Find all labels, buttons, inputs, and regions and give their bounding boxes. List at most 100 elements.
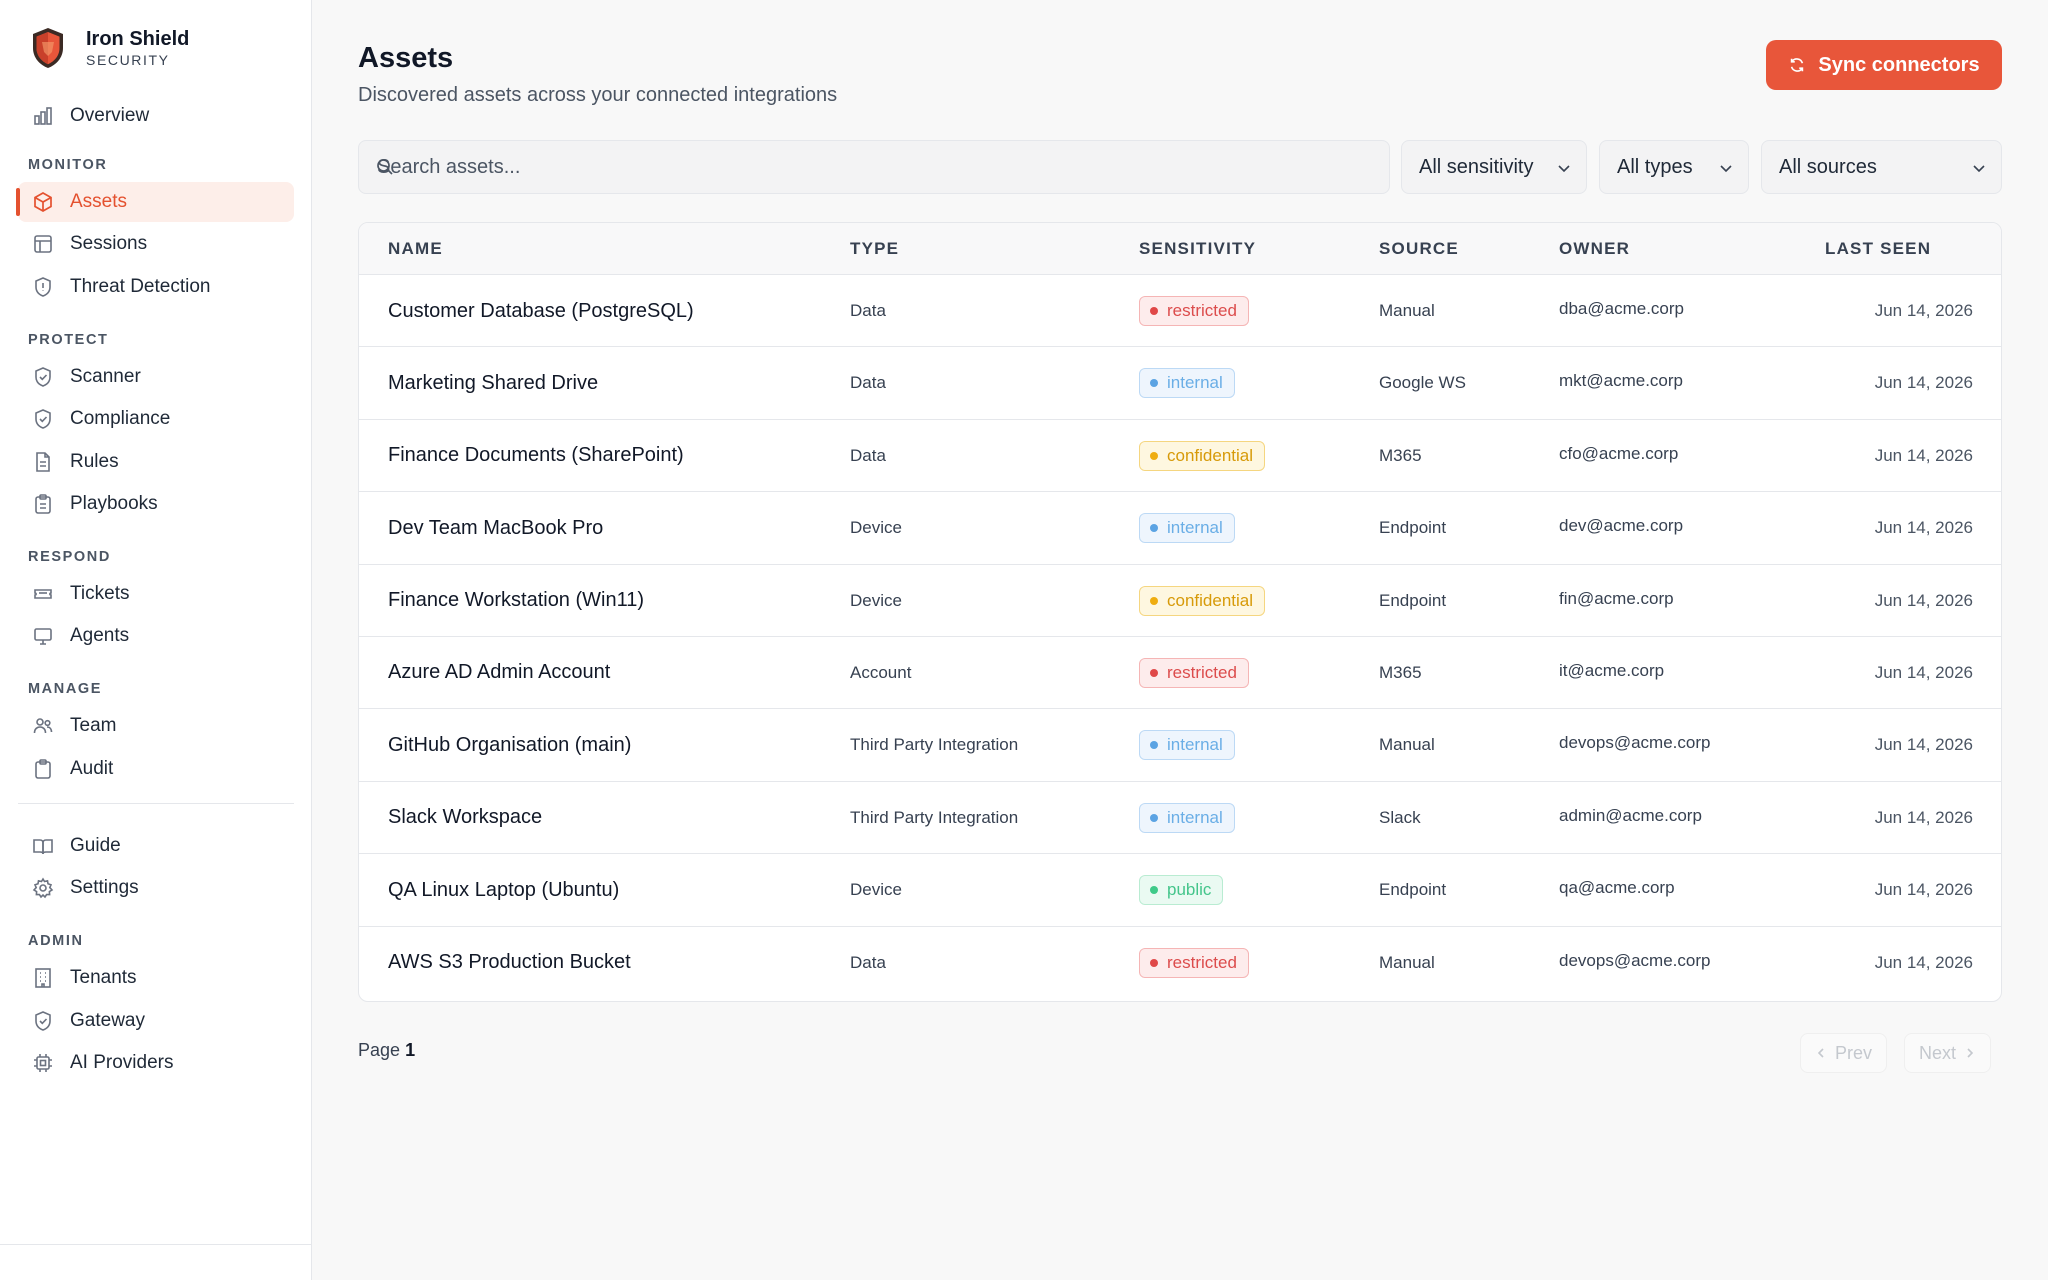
table-row[interactable]: GitHub Organisation (main) Third Party In… [359,709,2001,782]
asset-source: Endpoint [1379,590,1447,610]
column-header-source[interactable]: SOURCE [1379,239,1459,258]
sensitivity-dot [1150,307,1158,315]
sidebar-item-label: Tickets [70,582,130,604]
column-header-owner[interactable]: OWNER [1559,239,1631,258]
asset-name[interactable]: Customer Database (PostgreSQL) [388,299,694,322]
page-subtitle: Discovered assets across your connected … [358,84,838,106]
asset-name[interactable]: Slack Workspace [388,806,543,829]
sidebar-item-rules[interactable]: Rules [18,442,294,482]
sensitivity-label: public [1167,880,1212,900]
table-row[interactable]: Finance Workstation (Win11) Device confide… [359,565,2001,637]
sidebar-item-sessions[interactable]: Sessions [18,224,294,264]
sidebar-item-threat-detection[interactable]: Threat Detection [18,267,294,307]
column-header-last-seen[interactable]: LAST SEEN [1825,239,1932,258]
sensitivity-dot [1150,741,1158,750]
sensitivity-filter-select[interactable]: All sensitivity [1401,140,1587,194]
asset-name[interactable]: Finance Workstation (Win11) [388,589,645,612]
source-filter-value: All sources [1779,155,1877,178]
sidebar-item-playbooks[interactable]: Playbooks [18,484,294,524]
sensitivity-cell: confidential [1139,565,1266,637]
table-row[interactable]: Azure AD Admin Account Account restricted M… [359,637,2001,710]
asset-owner: dev@acme.corp [1559,516,1684,536]
chevron-down-icon [1558,165,1570,173]
asset-name[interactable]: AWS S3 Production Bucket [388,951,631,974]
sidebar-nav: Overview MONITOR Assets Sessions Threat … [16,96,294,1085]
table-row[interactable]: AWS S3 Production Bucket Data restricted Ma… [359,927,2001,999]
sidebar-item-gateway[interactable]: Gateway [18,1001,294,1041]
asset-last-seen: Jun 14, 2026 [1874,373,1973,393]
asset-name[interactable]: Marketing Shared Drive [388,371,599,394]
nav-section-manage: MANAGE [28,681,103,698]
table-row[interactable]: Marketing Shared Drive Data internal Google… [359,347,2001,420]
search-field[interactable] [358,140,1390,194]
asset-owner: devops@acme.corp [1559,950,1711,970]
asset-name[interactable]: Finance Documents (SharePoint) [388,444,684,467]
search-input[interactable] [377,141,1377,193]
sidebar: Iron Shield SECURITY Overview MONITOR As… [0,0,312,1280]
table-icon [32,233,54,255]
next-page-button[interactable]: Next [1904,1033,1992,1073]
sensitivity-dot [1150,668,1158,677]
sensitivity-label: internal [1167,373,1223,393]
sidebar-item-audit[interactable]: Audit [18,749,294,789]
asset-source: Google WS [1379,373,1466,393]
asset-name[interactable]: GitHub Organisation (main) [388,733,632,756]
table-row[interactable]: Customer Database (PostgreSQL) Data restri… [359,275,2001,348]
sidebar-item-ai-providers[interactable]: AI Providers [18,1043,294,1083]
asset-source: Manual [1379,952,1435,972]
asset-name[interactable]: QA Linux Laptop (Ubuntu) [388,878,620,901]
asset-last-seen: Jun 14, 2026 [1874,301,1973,320]
sidebar-item-compliance[interactable]: Compliance [18,399,294,439]
sidebar-item-settings[interactable]: Settings [18,868,294,908]
sidebar-item-scanner[interactable]: Scanner [18,357,294,397]
chevron-left-icon [1817,1048,1824,1058]
table-row[interactable]: Slack Workspace Third Party Integration in… [359,782,2001,855]
sensitivity-label: confidential [1167,445,1254,465]
sensitivity-badge: restricted [1139,947,1249,978]
sensitivity-badge: internal [1139,730,1235,761]
column-header-sensitivity[interactable]: SENSITIVITY [1139,239,1257,258]
sensitivity-label: restricted [1167,952,1237,972]
asset-source: Manual [1379,735,1435,755]
table-row[interactable]: Dev Team MacBook Pro Device internal Endpoi… [359,492,2001,565]
asset-name[interactable]: Azure AD Admin Account [388,661,611,684]
column-header-type[interactable]: TYPE [850,239,900,258]
asset-name[interactable]: Dev Team MacBook Pro [388,516,604,539]
sensitivity-cell: internal [1139,782,1235,854]
table-header: NAME TYPE SENSITIVITY SOURCE OWNER LAST … [359,223,2001,275]
asset-type: Device [850,590,902,610]
table-row[interactable]: Finance Documents (SharePoint) Data confid… [359,420,2001,493]
column-header-name[interactable]: NAME [388,239,443,258]
sidebar-item-agents[interactable]: Agents [18,616,294,656]
asset-last-seen: Jun 14, 2026 [1874,518,1973,538]
sidebar-item-guide[interactable]: Guide [18,826,294,866]
monitor-icon [32,625,54,647]
sensitivity-cell: restricted [1139,275,1249,347]
ticket-icon [32,583,54,605]
asset-last-seen: Jun 14, 2026 [1874,662,1973,682]
source-filter-select[interactable]: All sources [1761,140,2002,194]
brand[interactable]: Iron Shield SECURITY [30,26,189,70]
page-number: 1 [405,1040,416,1060]
asset-type: Third Party Integration [850,735,1019,755]
prev-page-label: Prev [1835,1042,1873,1063]
sidebar-item-tickets[interactable]: Tickets [18,574,294,614]
sensitivity-cell: internal [1139,492,1235,564]
asset-owner: devops@acme.corp [1559,733,1711,753]
type-filter-select[interactable]: All types [1599,140,1749,194]
sidebar-item-tenants[interactable]: Tenants [18,958,294,998]
sidebar-item-assets[interactable]: Assets [16,182,294,222]
cube-icon [32,191,54,213]
sidebar-item-label: Audit [70,757,114,779]
asset-source: M365 [1379,445,1422,465]
sync-connectors-button[interactable]: Sync connectors [1766,40,2002,90]
type-filter-value: All types [1617,155,1693,178]
shield-alert-icon [32,276,54,298]
asset-owner: admin@acme.corp [1559,805,1702,825]
table-row[interactable]: QA Linux Laptop (Ubuntu) Device public Endp… [359,854,2001,927]
sidebar-item-team[interactable]: Team [18,706,294,746]
prev-page-button[interactable]: Prev [1800,1033,1888,1073]
page-indicator: Page 1 [358,1040,415,1061]
sidebar-item-overview[interactable]: Overview [18,96,294,136]
bar-chart-icon [32,105,54,127]
